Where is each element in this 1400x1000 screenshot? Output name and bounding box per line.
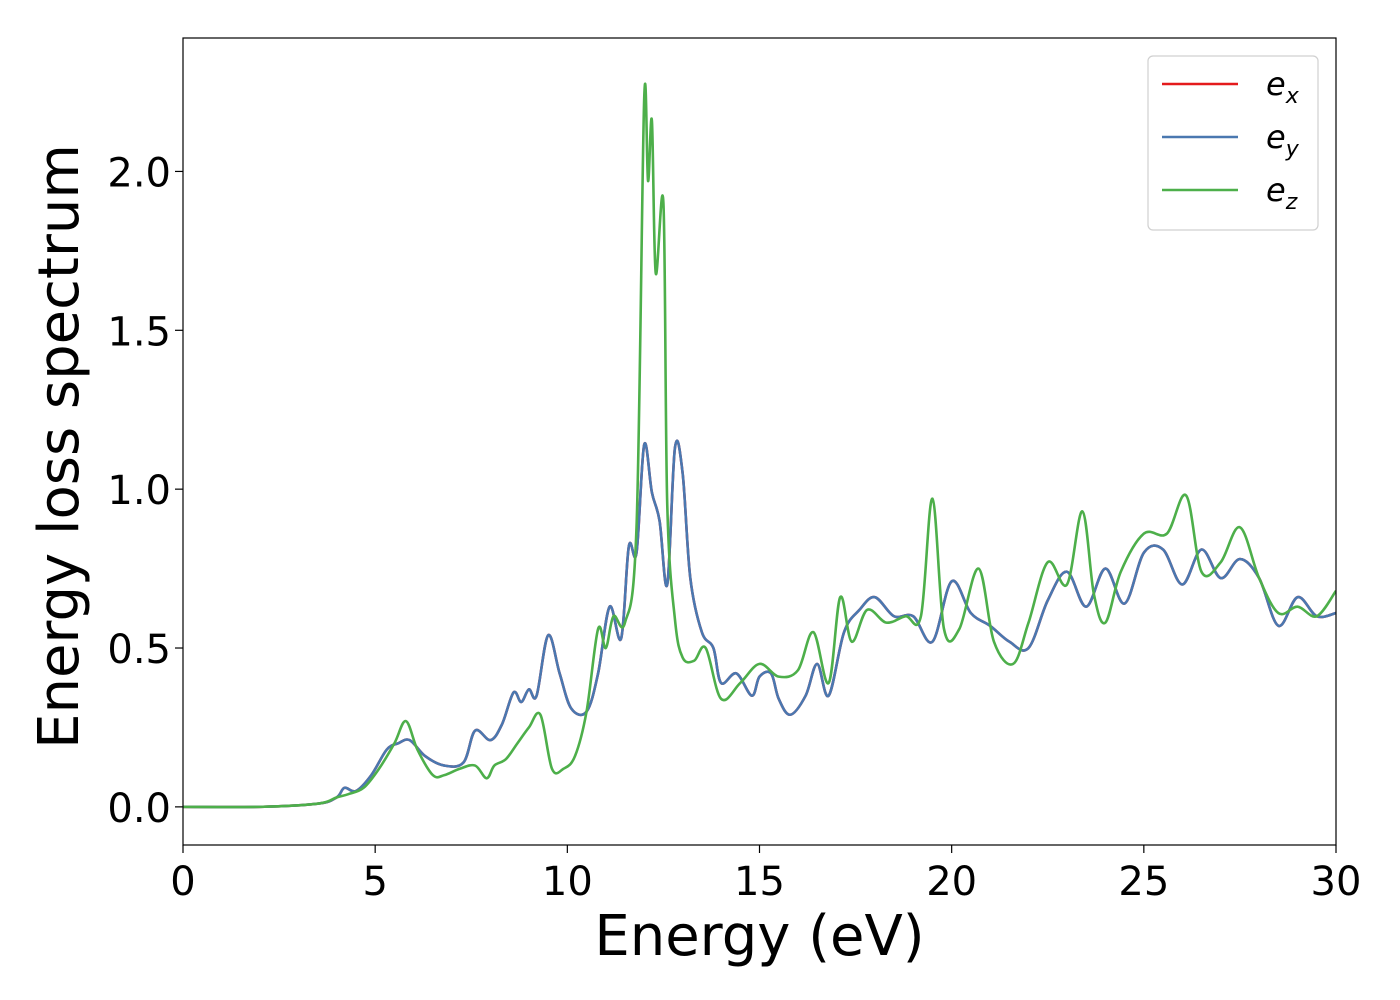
x-tick-label: 0 bbox=[170, 859, 195, 905]
x-tick-label: 20 bbox=[926, 859, 977, 905]
y-tick-label: 0.0 bbox=[107, 786, 171, 832]
y-tick-label: 1.5 bbox=[107, 309, 171, 355]
legend: ex ey ez bbox=[1147, 55, 1319, 231]
x-tick-label: 15 bbox=[734, 859, 785, 905]
series-line-ey bbox=[183, 439, 1336, 809]
series-line-ex bbox=[183, 439, 1336, 809]
x-tick-label: 25 bbox=[1118, 859, 1169, 905]
x-tick-label: 5 bbox=[362, 859, 387, 905]
series-layer bbox=[183, 82, 1336, 809]
y-tick-label: 1.0 bbox=[107, 468, 171, 514]
x-tick-label: 10 bbox=[542, 859, 593, 905]
x-axis-title: Energy (eV) bbox=[594, 904, 924, 969]
y-tick-label: 0.5 bbox=[107, 627, 171, 673]
x-axis: 0 5 10 15 20 25 30 bbox=[170, 845, 1361, 905]
x-tick-label: 30 bbox=[1311, 859, 1362, 905]
legend-label: ez bbox=[1266, 171, 1298, 215]
y-tick-label: 2.0 bbox=[107, 150, 171, 196]
legend-label: ey bbox=[1266, 118, 1300, 162]
legend-box bbox=[1147, 55, 1319, 231]
y-axis-title: Energy loss spectrum bbox=[27, 144, 92, 749]
series-line-ez bbox=[183, 82, 1336, 809]
legend-label: ex bbox=[1266, 65, 1300, 109]
y-axis: 0.0 0.5 1.0 1.5 2.0 bbox=[107, 150, 183, 832]
